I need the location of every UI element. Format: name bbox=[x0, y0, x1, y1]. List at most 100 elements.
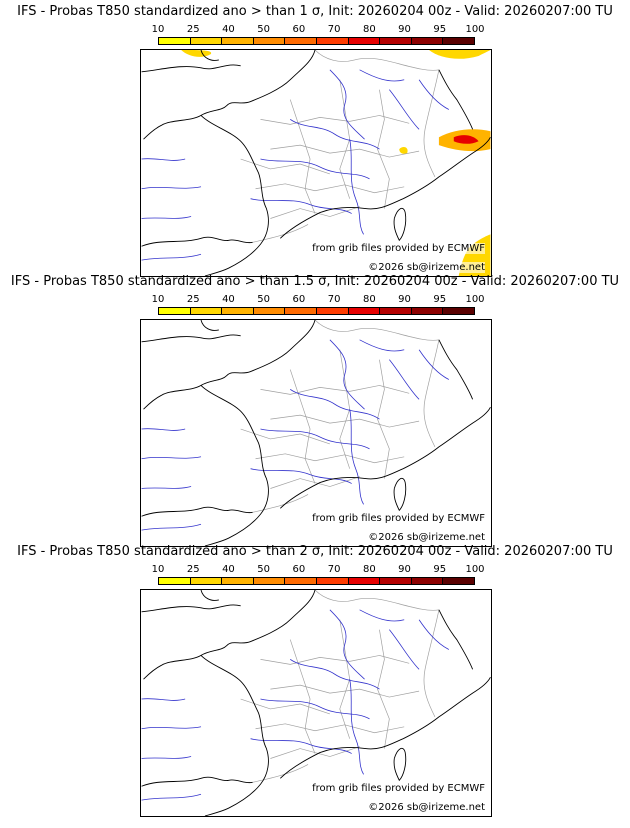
map-frame: from grib files provided by ECMWF ©2026 … bbox=[140, 589, 492, 817]
colorbar-tick-label: 40 bbox=[222, 564, 235, 575]
coastline bbox=[438, 69, 474, 130]
probability-area bbox=[429, 50, 491, 59]
colorbar-segment bbox=[380, 578, 412, 584]
river bbox=[418, 619, 450, 650]
coastline bbox=[393, 477, 407, 512]
river bbox=[250, 738, 352, 754]
colorbar-segment bbox=[159, 308, 191, 314]
colorbar-segment bbox=[411, 578, 444, 584]
admin-border bbox=[240, 428, 330, 445]
colorbar-tick-label: 95 bbox=[433, 564, 447, 575]
colorbar-segment bbox=[411, 38, 444, 44]
credit-grib: from grib files provided by ECMWF bbox=[312, 243, 485, 254]
colorbar-tick-label: 70 bbox=[327, 24, 341, 35]
credit-grib: from grib files provided by ECMWF bbox=[312, 783, 485, 794]
admin-border bbox=[314, 590, 439, 611]
colorbar-tick-label: 100 bbox=[465, 564, 485, 575]
coastline bbox=[141, 236, 253, 247]
river bbox=[290, 659, 380, 690]
admin-border bbox=[270, 476, 360, 489]
colorbar-ticks: 10 25 40 50 60 70 80 90 95 100 bbox=[152, 294, 485, 306]
colorbar-tick-label: 90 bbox=[398, 564, 411, 575]
admin-border bbox=[289, 369, 316, 484]
colorbar-tick-label: 25 bbox=[186, 24, 200, 35]
coastline bbox=[393, 207, 407, 242]
coastline bbox=[200, 385, 269, 546]
map-frame: from grib files provided by ECMWF ©2026 … bbox=[140, 319, 492, 547]
credit-grib: from grib files provided by ECMWF bbox=[312, 513, 485, 524]
admin-border bbox=[339, 349, 351, 469]
coastline bbox=[141, 604, 241, 613]
coastline bbox=[280, 677, 491, 779]
admin-border bbox=[377, 89, 390, 209]
colorbar-ticks: 10 25 40 50 60 70 80 90 95 100 bbox=[152, 564, 485, 576]
colorbar-segment bbox=[285, 38, 317, 44]
colorbar-tick-label: 80 bbox=[362, 564, 376, 575]
france-map bbox=[141, 590, 491, 816]
river bbox=[290, 389, 380, 420]
map-frame: from grib files provided by ECMWF ©2026 … bbox=[140, 49, 492, 277]
river bbox=[141, 456, 202, 460]
colorbar-tick-label: 95 bbox=[433, 24, 447, 35]
river bbox=[329, 339, 365, 410]
river bbox=[141, 698, 186, 701]
admin-border bbox=[339, 619, 351, 739]
colorbar-tick-label: 40 bbox=[222, 294, 235, 305]
admin-border bbox=[423, 339, 440, 448]
colorbar-ticks: 10 25 40 50 60 70 80 90 95 100 bbox=[152, 24, 485, 36]
colorbar-segment bbox=[190, 308, 223, 314]
colorbar bbox=[158, 37, 475, 45]
colorbar-segment bbox=[253, 308, 286, 314]
admin-border bbox=[260, 655, 410, 665]
coastline bbox=[141, 334, 241, 343]
colorbar-segment bbox=[443, 308, 474, 314]
colorbar-segment bbox=[222, 578, 254, 584]
river bbox=[141, 253, 202, 261]
river bbox=[260, 158, 370, 180]
france-map bbox=[141, 50, 491, 276]
admin-border bbox=[260, 115, 410, 125]
coastline bbox=[200, 115, 269, 276]
colorbar-tick-label: 10 bbox=[151, 294, 165, 305]
map-panel-3: IFS - Probas T850 standardized ano > tha… bbox=[0, 540, 630, 817]
colorbar-segment bbox=[159, 578, 191, 584]
admin-border bbox=[377, 359, 390, 479]
coastline bbox=[280, 137, 491, 239]
panel-title: IFS - Probas T850 standardized ano > tha… bbox=[17, 544, 613, 559]
panel-title: IFS - Probas T850 standardized ano > tha… bbox=[17, 4, 613, 19]
colorbar-tick-label: 100 bbox=[465, 294, 485, 305]
colorbar-segment bbox=[380, 308, 412, 314]
coastline bbox=[141, 776, 253, 787]
colorbar-segment bbox=[348, 578, 381, 584]
river bbox=[141, 158, 186, 161]
coastline bbox=[200, 320, 219, 331]
river bbox=[250, 198, 352, 214]
admin-border bbox=[260, 385, 410, 395]
probability-area bbox=[181, 50, 212, 57]
admin-border bbox=[240, 698, 330, 715]
admin-border bbox=[423, 69, 440, 178]
colorbar-segment bbox=[190, 38, 223, 44]
map-panel-1: IFS - Probas T850 standardized ano > tha… bbox=[0, 0, 630, 277]
coastline bbox=[280, 407, 491, 509]
river bbox=[349, 139, 364, 235]
colorbar-segment bbox=[285, 578, 317, 584]
coastline bbox=[200, 655, 269, 816]
colorbar-tick-label: 25 bbox=[186, 564, 200, 575]
admin-border bbox=[270, 746, 360, 759]
coastline bbox=[141, 64, 241, 73]
admin-border bbox=[270, 684, 420, 698]
map-panel-2: IFS - Probas T850 standardized ano > tha… bbox=[0, 270, 630, 547]
river bbox=[349, 679, 364, 775]
admin-border bbox=[289, 99, 316, 214]
river bbox=[359, 609, 405, 622]
colorbar-segment bbox=[285, 308, 317, 314]
admin-border bbox=[255, 453, 405, 464]
admin-border bbox=[289, 639, 316, 754]
colorbar-segment bbox=[253, 38, 286, 44]
river bbox=[418, 349, 450, 380]
colorbar-segment bbox=[443, 578, 474, 584]
admin-border bbox=[240, 158, 330, 175]
colorbar-tick-label: 10 bbox=[151, 564, 165, 575]
colorbar-tick-label: 90 bbox=[398, 294, 411, 305]
